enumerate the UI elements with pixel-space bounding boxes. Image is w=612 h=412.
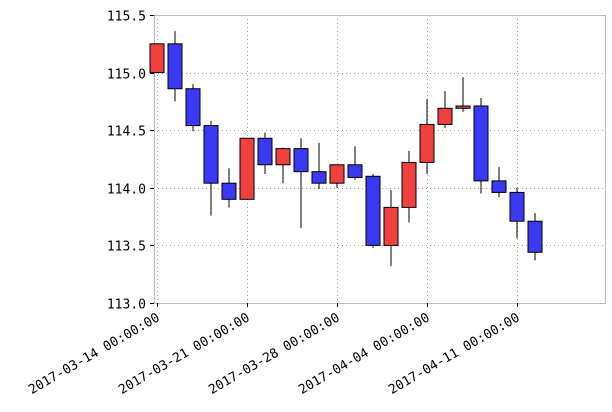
candle: [365, 173, 381, 248]
candle: [167, 31, 183, 102]
candle-body-up: [401, 161, 417, 208]
candles: [149, 31, 543, 267]
candle: [401, 150, 417, 223]
candle: [221, 168, 237, 208]
candle-body-down: [293, 148, 309, 173]
candle: [455, 77, 471, 112]
candle: [203, 120, 219, 216]
candle-body-down: [167, 43, 183, 90]
candle-body-up: [419, 123, 435, 163]
candle: [491, 167, 507, 198]
candle-body-down: [509, 191, 525, 222]
candle-body-up: [455, 105, 471, 109]
candle: [329, 164, 345, 188]
y-tick-label: 114.0: [107, 183, 146, 198]
candle: [383, 190, 399, 267]
candle-body-down: [365, 175, 381, 246]
y-axis-ticks: 113.0 113.5 114.0 114.5 115.0 115.5: [107, 10, 154, 313]
candle: [527, 213, 543, 261]
y-tick-label: 114.5: [107, 125, 146, 140]
plot-frame: [154, 15, 606, 304]
candle-body-up: [383, 206, 399, 246]
candle: [509, 187, 525, 239]
candle: [239, 137, 255, 200]
candle: [311, 142, 327, 189]
candle: [419, 99, 435, 174]
candle: [293, 138, 309, 229]
candle: [347, 146, 363, 180]
candle: [149, 43, 165, 74]
candle-body-down: [347, 164, 363, 178]
candle-body-down: [203, 125, 219, 184]
candle-body-up: [329, 164, 345, 184]
candle-body-down: [473, 105, 489, 182]
candle-body-down: [491, 180, 507, 193]
candle: [437, 91, 453, 128]
candle-body-up: [275, 148, 291, 166]
candle: [257, 132, 273, 174]
candle-body-down: [311, 171, 327, 184]
candle-body-down: [527, 220, 543, 253]
y-tick-label: 115.5: [107, 10, 146, 25]
candle-body-up: [149, 43, 165, 74]
y-tick-label: 113.0: [107, 298, 146, 313]
candle-body-down: [221, 182, 237, 200]
grid: [154, 15, 605, 304]
candle: [185, 84, 201, 132]
y-tick-label: 113.5: [107, 240, 146, 255]
candle: [473, 97, 489, 194]
candle: [275, 147, 291, 184]
y-tick-label: 115.0: [107, 68, 146, 83]
candle-body-down: [257, 137, 273, 166]
candle-body-down: [185, 88, 201, 127]
candle-body-up: [437, 107, 453, 125]
candle-body-up: [239, 137, 255, 200]
